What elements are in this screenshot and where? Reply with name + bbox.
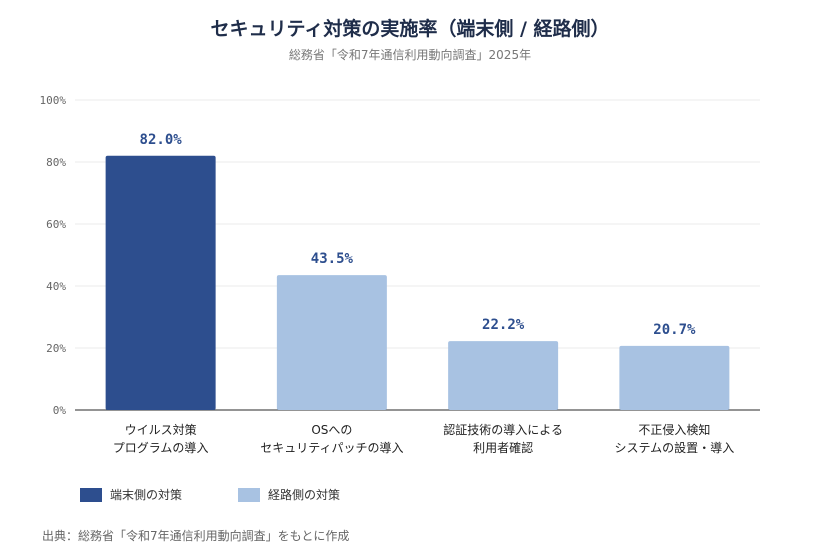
- y-tick-label: 80%: [46, 156, 66, 169]
- bar: [448, 341, 559, 410]
- legend-item-network: 経路側の対策: [238, 486, 340, 503]
- bar: [619, 345, 730, 410]
- chart-title: セキュリティ対策の実施率（端末側 / 経路側）: [210, 18, 610, 40]
- legend-swatch-endpoint: [80, 487, 102, 502]
- y-tick-label: 0%: [53, 404, 67, 417]
- source-note: 出典：総務省「令和7年通信利用動向調査」をもとに作成: [42, 529, 350, 543]
- chart-subtitle: 総務省「令和7年通信利用動向調査」2025年: [288, 48, 532, 62]
- legend-item-endpoint: 端末側の対策: [80, 486, 182, 503]
- y-tick-label: 100%: [40, 94, 67, 107]
- x-tick-label: 利用者確認: [473, 440, 533, 455]
- value-label: 82.0%: [140, 132, 183, 148]
- x-tick-label: 不正侵入検知: [638, 422, 710, 437]
- legend-swatch-network: [238, 487, 261, 502]
- x-tick-label: システムの設置・導入: [615, 440, 735, 455]
- value-label: 43.5%: [311, 251, 354, 267]
- x-tick-label: ウイルス対策: [125, 423, 197, 437]
- x-tick-label: セキュリティパッチの導入: [260, 441, 403, 455]
- legend-label-network: 経路側の対策: [268, 488, 341, 502]
- y-tick-label: 20%: [46, 342, 66, 355]
- bar: [105, 155, 216, 410]
- y-tick-label: 60%: [46, 218, 66, 231]
- value-label: 20.7%: [653, 322, 696, 338]
- bar: [276, 275, 387, 410]
- x-tick-label: OSへの: [311, 423, 352, 437]
- x-tick-label: プログラムの導入: [113, 441, 209, 455]
- legend-label-endpoint: 端末側の対策: [110, 488, 183, 502]
- legend: 端末側の対策 経路側の対策: [80, 486, 340, 503]
- x-tick-label: 認証技術の導入による: [443, 422, 563, 437]
- value-label: 22.2%: [482, 317, 525, 333]
- y-tick-label: 40%: [46, 280, 66, 293]
